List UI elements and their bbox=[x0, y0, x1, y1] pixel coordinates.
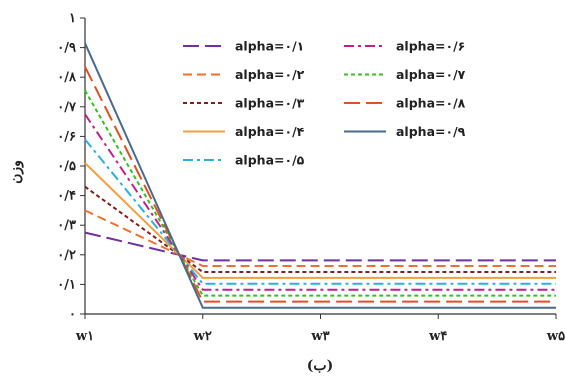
x-tick-label: w۵ bbox=[546, 329, 565, 344]
y-axis-title: وزن bbox=[8, 160, 24, 184]
y-tick-label: ۰ bbox=[69, 307, 76, 322]
y-tick-label: ۰/۵ bbox=[57, 159, 76, 174]
y-tick-label: ۰/۳ bbox=[57, 218, 76, 233]
y-tick-label: ۰/۶ bbox=[57, 129, 76, 144]
y-tick-label: ۰/۸ bbox=[57, 70, 77, 85]
series-line-7 bbox=[84, 90, 556, 297]
legend-label: alpha=۰/۵ bbox=[235, 153, 305, 168]
legend-label: alpha=۰/۹ bbox=[396, 124, 466, 139]
y-tick-label: ۰/۱ bbox=[57, 277, 76, 292]
series-line-1 bbox=[84, 231, 556, 262]
legend-label: alpha=۰/۶ bbox=[396, 39, 465, 54]
x-tick-label: w۱ bbox=[75, 329, 94, 344]
series-line-2 bbox=[84, 209, 556, 267]
legend-label: alpha=۰/۳ bbox=[235, 96, 305, 111]
series-line-3 bbox=[84, 185, 556, 273]
legend-label: alpha=۰/۸ bbox=[396, 96, 466, 111]
y-tick-label: ۰/۹ bbox=[57, 41, 76, 56]
x-tick-label: w۳ bbox=[310, 329, 329, 344]
y-tick-label: ۰/۲ bbox=[57, 248, 76, 263]
legend-label: alpha=۰/۴ bbox=[235, 124, 305, 139]
x-tick-label: w۴ bbox=[428, 329, 447, 344]
y-tick-label: ۰/۷ bbox=[57, 100, 77, 115]
y-tick-label: ۰/۴ bbox=[57, 189, 76, 204]
legend-label: alpha=۰/۷ bbox=[396, 67, 466, 82]
y-tick-label: ۱ bbox=[69, 11, 76, 26]
legend-label: alpha=۰/۲ bbox=[235, 67, 305, 82]
series-line-4 bbox=[84, 162, 556, 279]
series-line-8 bbox=[84, 66, 556, 303]
series-layer bbox=[84, 42, 556, 309]
legend: alpha=۰/۱ alpha=۰/۲ alpha=۰/۳ alpha=۰/۴ alph… bbox=[183, 39, 466, 168]
chart-caption: (ب) bbox=[307, 358, 333, 374]
y-axis: ۰ ۰/۱ ۰/۲ ۰/۳ ۰/۴ ۰/۵ ۰/۶ ۰/۷ ۰/۸ ۰/۹ ۱ bbox=[57, 11, 85, 322]
series-line-9 bbox=[84, 42, 556, 309]
x-axis: w۱ w۲ w۳ w۴ w۵ bbox=[75, 314, 565, 344]
plot-frame bbox=[84, 18, 556, 315]
x-tick-label: w۲ bbox=[193, 329, 212, 344]
series-line-6 bbox=[84, 113, 556, 291]
legend-label: alpha=۰/۱ bbox=[235, 39, 304, 54]
